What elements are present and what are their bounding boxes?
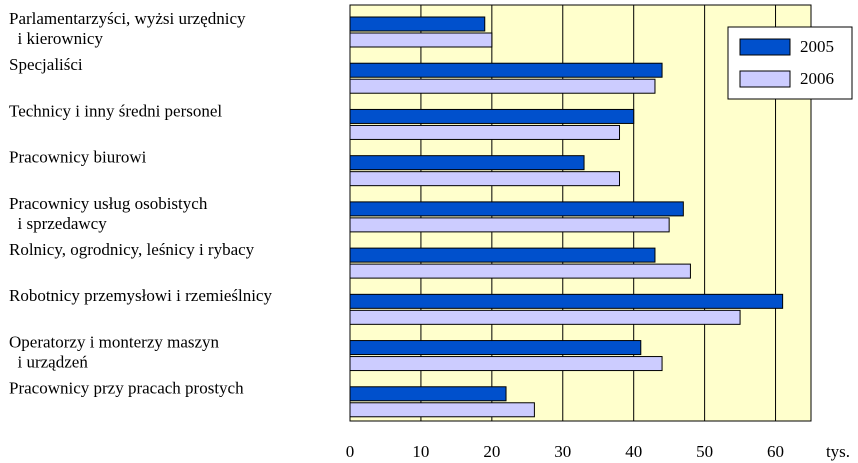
x-tick-label: 40 bbox=[625, 442, 642, 461]
category-label: Parlamentarzyści, wyżsi urzędnicy i kier… bbox=[9, 9, 246, 48]
legend-swatch bbox=[739, 38, 791, 56]
legend-label: 2006 bbox=[800, 69, 834, 88]
x-tick-label: 20 bbox=[483, 442, 500, 461]
bar bbox=[349, 155, 585, 171]
bar bbox=[349, 16, 486, 32]
bar bbox=[349, 356, 663, 372]
x-axis-label: tys. bbox=[826, 442, 850, 461]
bar bbox=[349, 386, 507, 402]
x-tick-label: 60 bbox=[767, 442, 784, 461]
bar bbox=[349, 108, 635, 124]
legend-label: 2005 bbox=[800, 37, 834, 56]
category-label: Rolnicy, ogrodnicy, leśnicy i rybacy bbox=[9, 240, 255, 259]
bar bbox=[349, 171, 621, 187]
x-tick-label: 0 bbox=[346, 442, 355, 461]
bar bbox=[349, 62, 663, 78]
bar bbox=[349, 124, 621, 140]
bar bbox=[349, 263, 691, 279]
x-tick-label: 50 bbox=[696, 442, 713, 461]
bar bbox=[349, 32, 493, 48]
category-label: Pracownicy przy pracach prostych bbox=[9, 379, 244, 398]
x-tick-label: 10 bbox=[412, 442, 429, 461]
bar bbox=[349, 201, 684, 217]
bar bbox=[349, 217, 670, 233]
bar bbox=[349, 309, 741, 325]
category-label: Specjaliści bbox=[9, 55, 83, 74]
category-label: Operatorzy i monterzy maszyn i urządzeń bbox=[9, 332, 220, 371]
bar bbox=[349, 402, 535, 418]
x-tick-label: 30 bbox=[554, 442, 571, 461]
category-label: Pracownicy biurowi bbox=[9, 148, 147, 167]
category-label: Robotnicy przemysłowi i rzemieślnicy bbox=[9, 286, 272, 305]
bar bbox=[349, 340, 642, 356]
category-label: Pracownicy usług osobistych i sprzedawcy bbox=[9, 194, 208, 233]
bar bbox=[349, 293, 784, 309]
bar bbox=[349, 78, 656, 94]
bar bbox=[349, 247, 656, 263]
category-label: Technicy i inny średni personel bbox=[9, 101, 222, 120]
legend-swatch bbox=[739, 70, 791, 88]
